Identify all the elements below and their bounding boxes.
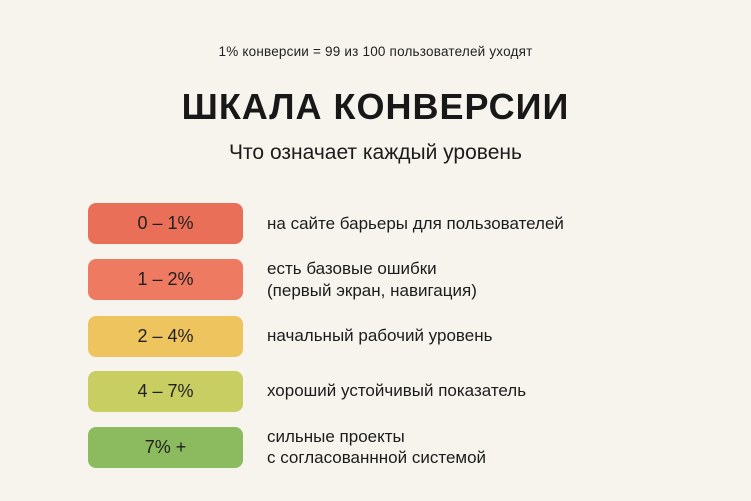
range-description: есть базовые ошибки (первый экран, навиг… (267, 259, 477, 300)
scale-rows: 0 – 1% на сайте барьеры для пользователе… (88, 203, 751, 469)
range-badge: 7% + (88, 426, 243, 468)
range-badge: 0 – 1% (88, 203, 243, 244)
top-note: 1% конверсии = 99 из 100 пользователей у… (218, 44, 533, 59)
scale-row: 7% + сильные проекты с согласованнной си… (88, 426, 751, 470)
scale-row: 2 – 4% начальный рабочий уровень (88, 315, 751, 357)
scale-row: 0 – 1% на сайте барьеры для пользователе… (88, 203, 751, 244)
range-badge: 2 – 4% (88, 315, 243, 357)
range-description: начальный рабочий уровень (267, 326, 493, 346)
range-badge: 4 – 7% (88, 370, 243, 412)
range-badge: 1 – 2% (88, 259, 243, 301)
page-subtitle: Что означает каждый уровень (229, 141, 522, 164)
scale-row: 4 – 7% хороший устойчивый показатель (88, 370, 751, 412)
range-description: на сайте барьеры для пользователей (267, 213, 564, 233)
range-description: сильные проекты с согласованнной системо… (267, 426, 487, 468)
page-title: ШКАЛА КОНВЕРСИИ (181, 86, 570, 127)
scale-row: 1 – 2% есть базовые ошибки (первый экран… (88, 258, 751, 302)
range-description: хороший устойчивый показатель (267, 381, 527, 401)
